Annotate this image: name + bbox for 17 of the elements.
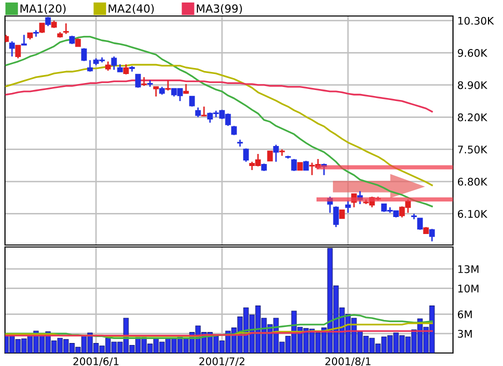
y-tick-label: 8.90K	[458, 81, 488, 90]
y-tick-label: 6.80K	[458, 178, 488, 186]
legend-label: MA2(40)	[108, 4, 154, 14]
y-tick-label: 8.20K	[458, 113, 488, 122]
y-tick-label: 6.10K	[458, 210, 488, 218]
y-tick-label: 6M	[458, 310, 472, 318]
y-tick-label: 10M	[458, 284, 478, 292]
legend-label: MA3(99)	[196, 4, 242, 14]
x-tick-label: 2001/7/2	[199, 357, 244, 366]
legend-label: MA1(20)	[20, 4, 66, 14]
y-tick-label: 3M	[458, 330, 472, 338]
y-tick-label: 10.30K	[458, 16, 494, 25]
y-tick-label: 9.60K	[458, 49, 488, 57]
x-tick-label: 2001/8/1	[325, 357, 370, 366]
y-tick-label: 7.50K	[458, 146, 488, 154]
y-tick-label: 13M	[458, 265, 478, 274]
x-tick-label: 2001/6/1	[73, 357, 118, 366]
